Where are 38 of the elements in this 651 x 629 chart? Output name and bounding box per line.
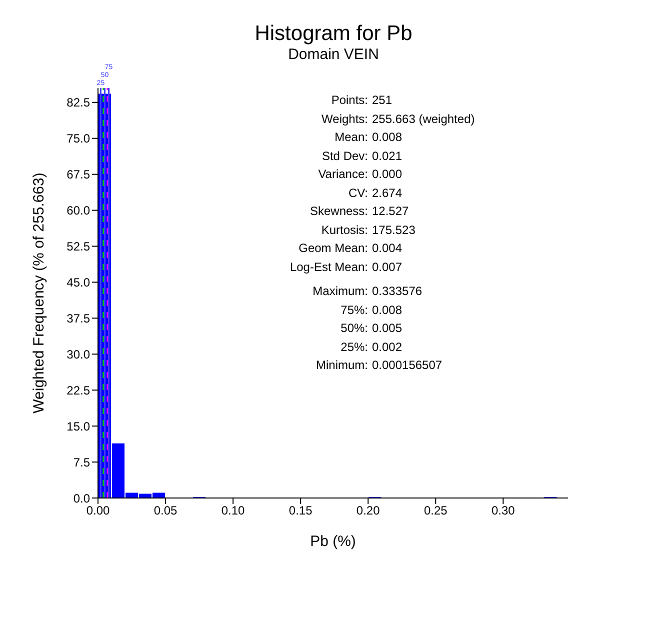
annotation: Geom Mean: 0.004 xyxy=(298,241,402,257)
annotation: 50%: 0.005 xyxy=(340,321,402,337)
annotation: Kurtosis: 175.523 xyxy=(320,222,416,238)
x-tick-label: 0.05 xyxy=(154,504,178,518)
annotation: Std Dev: 0.021 xyxy=(320,148,402,164)
y-tick-label: 30.0 xyxy=(66,347,90,362)
chart-subtitle: Domain VEIN xyxy=(287,46,380,63)
y-tick-label: 82.5 xyxy=(66,96,90,110)
y-tick-label: 75.0 xyxy=(66,132,90,146)
annotation: Weights: 255.663 (weighted) xyxy=(320,112,475,128)
annotation: Variance: 0.000 xyxy=(317,167,402,183)
y-tick-label: 52.5 xyxy=(66,240,90,254)
x-tick-label: 0.30 xyxy=(491,504,516,518)
annotation: Points: 251 xyxy=(330,93,392,109)
y-axis-title: Weighted Frequency (% of 255.663) xyxy=(30,172,48,414)
annotation: Skewness: 12.527 xyxy=(308,204,409,220)
annotation: CV: 2.674 xyxy=(347,186,402,202)
x-axis-title: Pb (%) xyxy=(310,533,356,550)
chart-title: Histogram for Pb xyxy=(254,22,414,46)
y-tick-label: 37.5 xyxy=(66,311,90,326)
y-tick-label: 15.0 xyxy=(66,419,90,434)
x-tick-label: 0.25 xyxy=(424,504,448,518)
y-tick-label: 22.5 xyxy=(66,383,90,398)
x-tick-label: 0.00 xyxy=(86,504,110,518)
y-tick-label: 7.5 xyxy=(73,455,90,470)
x-tick-label: 0.20 xyxy=(356,504,380,518)
annotation: Log-Est Mean: 0.007 xyxy=(288,260,402,276)
annotation: Mean: 0.008 xyxy=(334,130,402,146)
y-tick-label: 0.0 xyxy=(73,491,90,506)
y-tick-label: 60.0 xyxy=(66,204,90,218)
y-tick-label: 45.0 xyxy=(66,275,90,290)
x-tick-label: 0.15 xyxy=(288,504,313,518)
annotation: 75%: 0.008 xyxy=(340,302,402,318)
y-tick-label: 67.5 xyxy=(66,168,90,182)
annotation: Minimum: 0.000156507 xyxy=(314,358,442,374)
x-tick-label: 0.10 xyxy=(221,504,246,518)
annotation: 25%: 0.002 xyxy=(340,340,402,356)
annotation: Maximum: 0.333576 xyxy=(312,284,422,300)
